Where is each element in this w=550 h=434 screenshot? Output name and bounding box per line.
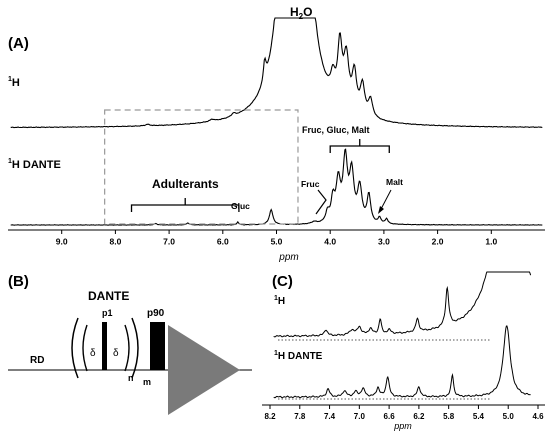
panel-a-trace-dante-label: 1H DANTE: [8, 158, 61, 171]
malt-arrowhead: [378, 206, 384, 214]
rd-label: RD: [30, 355, 44, 366]
x-tick-label: 2.0: [432, 237, 444, 247]
x-tick-label: 5.0: [503, 412, 515, 421]
spectrum-1h-trace: [10, 17, 543, 129]
panel-c-x-axis-title: ppm: [393, 421, 412, 431]
panel-c-trace-1h-label: 1H: [274, 295, 285, 307]
panel-b-label: (B): [8, 273, 29, 290]
inner-bracket-right: [124, 324, 130, 372]
region-highlight-box: [104, 109, 299, 225]
loop-n-label: n: [128, 373, 134, 383]
adulterants-label: Adulterants: [152, 177, 219, 191]
p90-pulse: [150, 322, 165, 370]
x-tick-label: 6.2: [413, 412, 425, 421]
x-tick-label: 7.0: [163, 237, 175, 247]
x-tick-label: 6.6: [384, 412, 396, 421]
malt-label: Malt: [386, 177, 403, 187]
panel-c-spectrum-dante-trace: [273, 325, 531, 399]
p1-pulse: [102, 322, 107, 370]
x-tick-label: 5.0: [271, 237, 283, 247]
fruc-pointer: [315, 189, 327, 215]
panel-c-spectrum-1h-trace: [273, 271, 532, 338]
p90-label: p90: [147, 308, 165, 319]
x-tick-label: 1.0: [485, 237, 497, 247]
panel-a-trace-1h-label: 1H: [8, 76, 20, 89]
x-tick-label: 7.8: [294, 412, 306, 421]
delta-right-label: δ: [113, 348, 119, 359]
adulterants-bracket: [130, 198, 240, 212]
x-tick-label: 4.0: [324, 237, 336, 247]
delta-left-label: δ: [90, 348, 96, 359]
sugars-bracket: [329, 139, 390, 153]
dante-label: DANTE: [88, 289, 129, 303]
outer-bracket-right: [131, 317, 139, 379]
panel-c-label: (C): [272, 273, 293, 290]
gluc-label: Gluc: [231, 201, 250, 211]
panel-a-label: (A): [8, 35, 29, 52]
panel-a-ticks: 9.0 8.0 7.0 6.0 5.0 4.0 3.0 2.0 1.0: [56, 230, 497, 247]
x-tick-label: 7.4: [324, 412, 336, 421]
fid-triangle: [168, 325, 240, 415]
inner-bracket-left: [82, 324, 88, 372]
p1-label: p1: [102, 308, 113, 318]
outer-bracket-left: [71, 317, 79, 379]
loop-m-label: m: [143, 377, 151, 387]
x-tick-label: 7.0: [354, 412, 366, 421]
panel-c-ticks: 8.2 7.8 7.4 7.0 6.6 6.2 5.8 5.4 5.0 4.6: [264, 405, 544, 421]
fruc-label: Fruc: [301, 179, 320, 189]
x-tick-label: 6.0: [217, 237, 229, 247]
x-tick-label: 8.2: [264, 412, 276, 421]
water-peak-label: H2O: [290, 5, 312, 21]
x-tick-label: 8.0: [109, 237, 121, 247]
x-tick-label: 3.0: [378, 237, 390, 247]
spectrum-dante-trace: [10, 148, 543, 226]
sugars-label: Fruc, Gluc, Malt: [302, 125, 370, 135]
x-tick-label: 5.8: [443, 412, 455, 421]
x-tick-label: 5.4: [473, 412, 485, 421]
x-tick-label: 4.6: [532, 412, 544, 421]
panel-c-trace-dante-label: 1H DANTE: [274, 350, 323, 362]
panel-a-x-axis-title: ppm: [278, 252, 298, 263]
x-tick-label: 9.0: [56, 237, 68, 247]
